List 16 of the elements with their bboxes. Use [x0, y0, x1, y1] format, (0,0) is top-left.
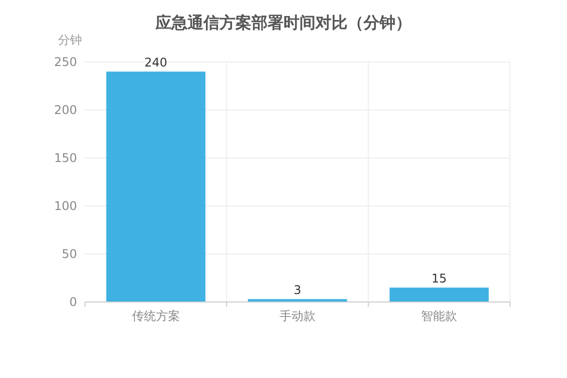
chart-title: 应急通信方案部署时间对比（分钟） — [154, 13, 412, 32]
y-tick-label: 200 — [54, 103, 77, 117]
y-tick-label: 150 — [54, 151, 77, 165]
x-tick-label: 智能款 — [421, 309, 458, 323]
bar — [390, 288, 489, 302]
x-tick-label: 传统方案 — [132, 309, 180, 323]
y-axis-title: 分钟 — [58, 33, 82, 47]
data-label: 15 — [432, 272, 447, 286]
y-tick-label: 0 — [69, 295, 77, 309]
data-label: 240 — [144, 56, 168, 70]
x-tick-label: 手动款 — [280, 309, 316, 323]
data-label: 3 — [294, 283, 302, 298]
y-tick-label: 100 — [54, 199, 77, 213]
bar — [106, 72, 206, 302]
y-tick-label: 250 — [54, 55, 77, 69]
y-tick-label: 50 — [62, 247, 77, 261]
